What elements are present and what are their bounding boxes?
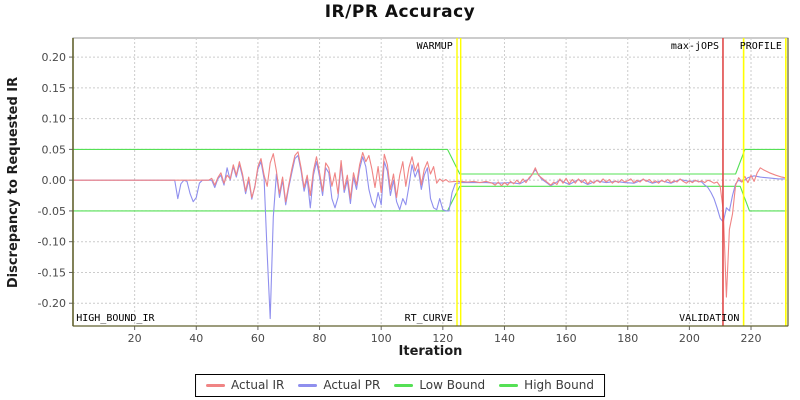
x-tick-label: 60	[251, 332, 265, 345]
x-tick-label: 180	[617, 332, 638, 345]
phase-annotation: PROFILE	[740, 41, 782, 52]
y-tick-label: -0.15	[38, 266, 66, 279]
x-axis-title: Iteration	[398, 344, 463, 359]
legend: Actual IR Actual PR Low Bound High Bound	[195, 374, 605, 397]
legend-label: High Bound	[524, 378, 594, 392]
y-tick-label: 0.10	[42, 113, 67, 126]
x-tick-label: 20	[128, 332, 142, 345]
series-low-bound	[73, 185, 787, 212]
legend-label: Low Bound	[419, 378, 486, 392]
phase-annotation: HIGH_BOUND_IR	[76, 313, 155, 324]
legend-item: Low Bound	[394, 378, 485, 392]
phase-annotation: RT_CURVE	[405, 313, 453, 324]
chart-title: IR/PR Accuracy	[324, 2, 476, 22]
x-tick-label: 40	[189, 332, 203, 345]
x-tick-label: 140	[494, 332, 515, 345]
y-tick-label: 0.15	[42, 82, 67, 95]
phase-annotation: max-jOPS	[671, 41, 719, 52]
legend-item: High Bound	[499, 378, 594, 392]
x-tick-label: 200	[679, 332, 700, 345]
x-tick-label: 100	[371, 332, 392, 345]
x-tick-label: 80	[313, 332, 327, 345]
legend-item: Actual IR	[206, 378, 284, 392]
legend-swatch	[394, 383, 414, 387]
y-tick-label: 0.05	[42, 143, 67, 156]
y-tick-label: -0.20	[38, 297, 66, 310]
x-tick-label: 160	[556, 332, 577, 345]
series-high-bound	[73, 148, 787, 175]
legend-swatch	[206, 383, 226, 387]
legend-swatch	[499, 383, 519, 387]
series-actual-ir	[73, 151, 786, 298]
plot-area	[72, 37, 789, 327]
legend-item: Actual PR	[298, 378, 380, 392]
legend-swatch	[298, 383, 318, 387]
y-tick-label: 0.20	[42, 51, 67, 64]
phase-annotation: VALIDATION	[679, 313, 739, 324]
y-tick-label: 0.00	[42, 174, 67, 187]
legend-label: Actual IR	[231, 378, 285, 392]
phase-annotation: WARMUP	[417, 41, 453, 52]
x-tick-label: 120	[432, 332, 453, 345]
legend-label: Actual PR	[323, 378, 381, 392]
y-tick-label: -0.05	[38, 205, 66, 218]
y-tick-label: -0.10	[38, 236, 66, 249]
x-tick-label: 220	[741, 332, 762, 345]
